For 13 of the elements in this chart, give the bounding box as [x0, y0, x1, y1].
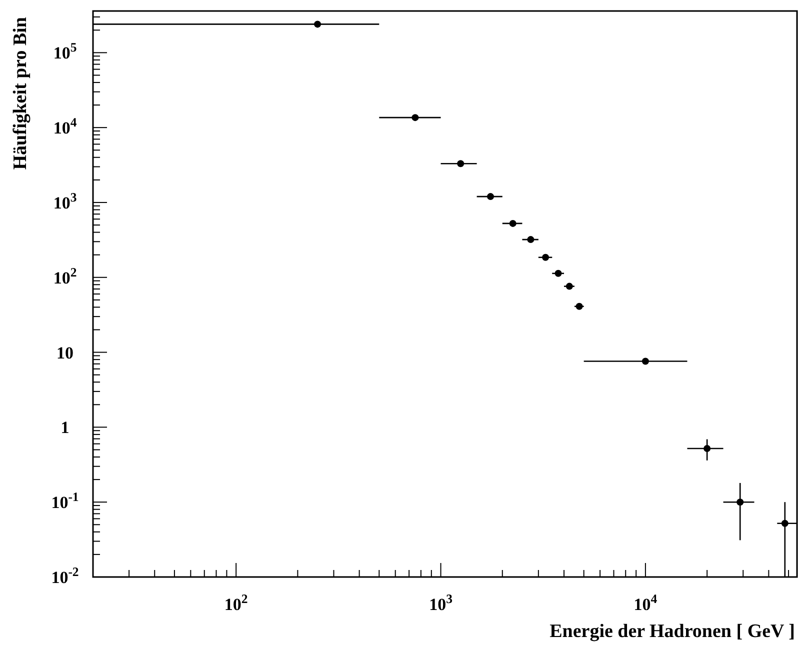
- y-tick-label: 10: [56, 343, 74, 362]
- x-axis-title: Energie der Hadronen [ GeV ]: [550, 621, 795, 642]
- y-tick-label: 10$^{3}$: [53, 190, 77, 212]
- y-tick-label: 10$^{2}$: [53, 265, 77, 288]
- x-tick-label: 10$^{2}$: [224, 592, 248, 614]
- y-tick-label: 10$^{-2}$: [51, 565, 79, 587]
- x-tick-label: 10$^{3}$: [429, 592, 452, 614]
- y-tick-label: 10$^{5}$: [53, 40, 77, 63]
- y-tick-label: 1: [60, 418, 70, 438]
- x-tick-label: 10$^{4}$: [634, 592, 658, 614]
- y-tick-label: 10$^{4}$: [53, 116, 78, 138]
- y-tick-label: 10$^{-1}$: [51, 490, 79, 512]
- y-axis-title: Häufigkeit pro Bin: [10, 16, 31, 170]
